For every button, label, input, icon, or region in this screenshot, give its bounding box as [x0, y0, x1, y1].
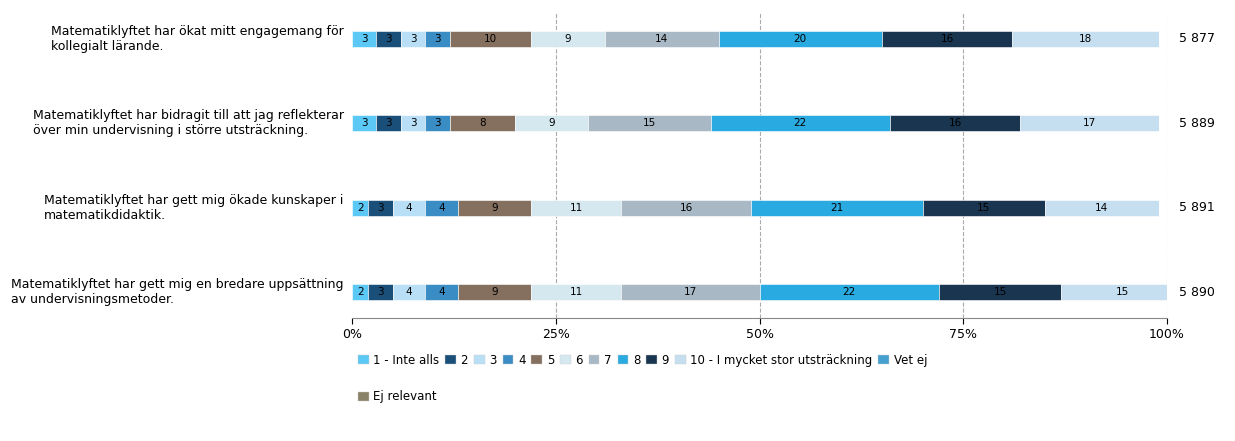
Legend: Ej relevant: Ej relevant — [358, 390, 437, 404]
Text: 3: 3 — [361, 118, 368, 128]
Bar — [352, 284, 368, 300]
Bar — [923, 200, 1045, 216]
Text: 3: 3 — [361, 34, 368, 44]
Text: 22: 22 — [842, 287, 856, 297]
Text: 5 877: 5 877 — [1179, 32, 1215, 45]
Text: 9: 9 — [548, 118, 555, 128]
Bar — [531, 30, 605, 47]
Text: 9: 9 — [492, 202, 498, 213]
Bar — [352, 30, 377, 47]
Bar — [1045, 200, 1158, 216]
Text: 2: 2 — [357, 287, 363, 297]
Text: 17: 17 — [684, 287, 697, 297]
Bar — [760, 284, 939, 300]
Text: 14: 14 — [655, 34, 668, 44]
Bar — [425, 284, 458, 300]
Text: 9: 9 — [564, 34, 572, 44]
Bar — [425, 115, 450, 131]
Bar — [1061, 284, 1183, 300]
Text: 4: 4 — [438, 202, 445, 213]
Text: 3: 3 — [377, 287, 384, 297]
Bar — [377, 30, 401, 47]
Bar — [425, 30, 450, 47]
Text: 20: 20 — [794, 34, 806, 44]
Text: 21: 21 — [830, 202, 844, 213]
Bar — [458, 284, 531, 300]
Text: 15: 15 — [977, 202, 990, 213]
Text: 3: 3 — [410, 34, 416, 44]
Bar — [710, 115, 890, 131]
Bar — [531, 284, 621, 300]
Text: 3: 3 — [435, 118, 441, 128]
Text: 14: 14 — [1095, 202, 1109, 213]
Text: 16: 16 — [948, 118, 962, 128]
Bar — [352, 200, 368, 216]
Text: 5 890: 5 890 — [1179, 286, 1215, 299]
Bar — [401, 115, 425, 131]
Bar — [531, 200, 621, 216]
Bar — [890, 115, 1020, 131]
Text: 3: 3 — [377, 202, 384, 213]
Text: 17: 17 — [1083, 118, 1097, 128]
Text: 10: 10 — [484, 34, 498, 44]
Bar — [1020, 115, 1158, 131]
Bar — [425, 200, 458, 216]
Bar — [515, 115, 588, 131]
Bar — [605, 30, 719, 47]
Text: 9: 9 — [492, 287, 498, 297]
Text: 2: 2 — [357, 202, 363, 213]
Bar — [377, 115, 401, 131]
Text: 5 891: 5 891 — [1179, 201, 1215, 214]
Bar — [368, 284, 393, 300]
Text: 3: 3 — [410, 118, 416, 128]
Bar — [450, 30, 531, 47]
Bar — [393, 200, 425, 216]
Bar — [1013, 30, 1158, 47]
Text: 16: 16 — [679, 202, 693, 213]
Bar — [368, 200, 393, 216]
Bar — [751, 200, 923, 216]
Bar — [450, 115, 515, 131]
Bar — [458, 200, 531, 216]
Text: 16: 16 — [940, 34, 953, 44]
Text: 15: 15 — [643, 118, 656, 128]
Bar — [882, 30, 1013, 47]
Text: 3: 3 — [385, 118, 391, 128]
Text: 4: 4 — [438, 287, 445, 297]
Bar — [939, 284, 1061, 300]
Text: 3: 3 — [435, 34, 441, 44]
Text: 15: 15 — [993, 287, 1007, 297]
Text: 18: 18 — [1079, 34, 1092, 44]
Text: 3: 3 — [385, 34, 391, 44]
Bar — [401, 30, 425, 47]
Text: 11: 11 — [569, 287, 583, 297]
Text: 4: 4 — [406, 287, 412, 297]
Text: 15: 15 — [1115, 287, 1129, 297]
Bar — [588, 115, 710, 131]
Text: 5 889: 5 889 — [1179, 116, 1215, 130]
Bar — [621, 284, 760, 300]
Bar — [719, 30, 882, 47]
Bar — [352, 115, 377, 131]
Text: 4: 4 — [406, 202, 412, 213]
Text: 22: 22 — [794, 118, 806, 128]
Text: 8: 8 — [479, 118, 485, 128]
Bar — [621, 200, 751, 216]
Text: 11: 11 — [569, 202, 583, 213]
Bar — [393, 284, 425, 300]
